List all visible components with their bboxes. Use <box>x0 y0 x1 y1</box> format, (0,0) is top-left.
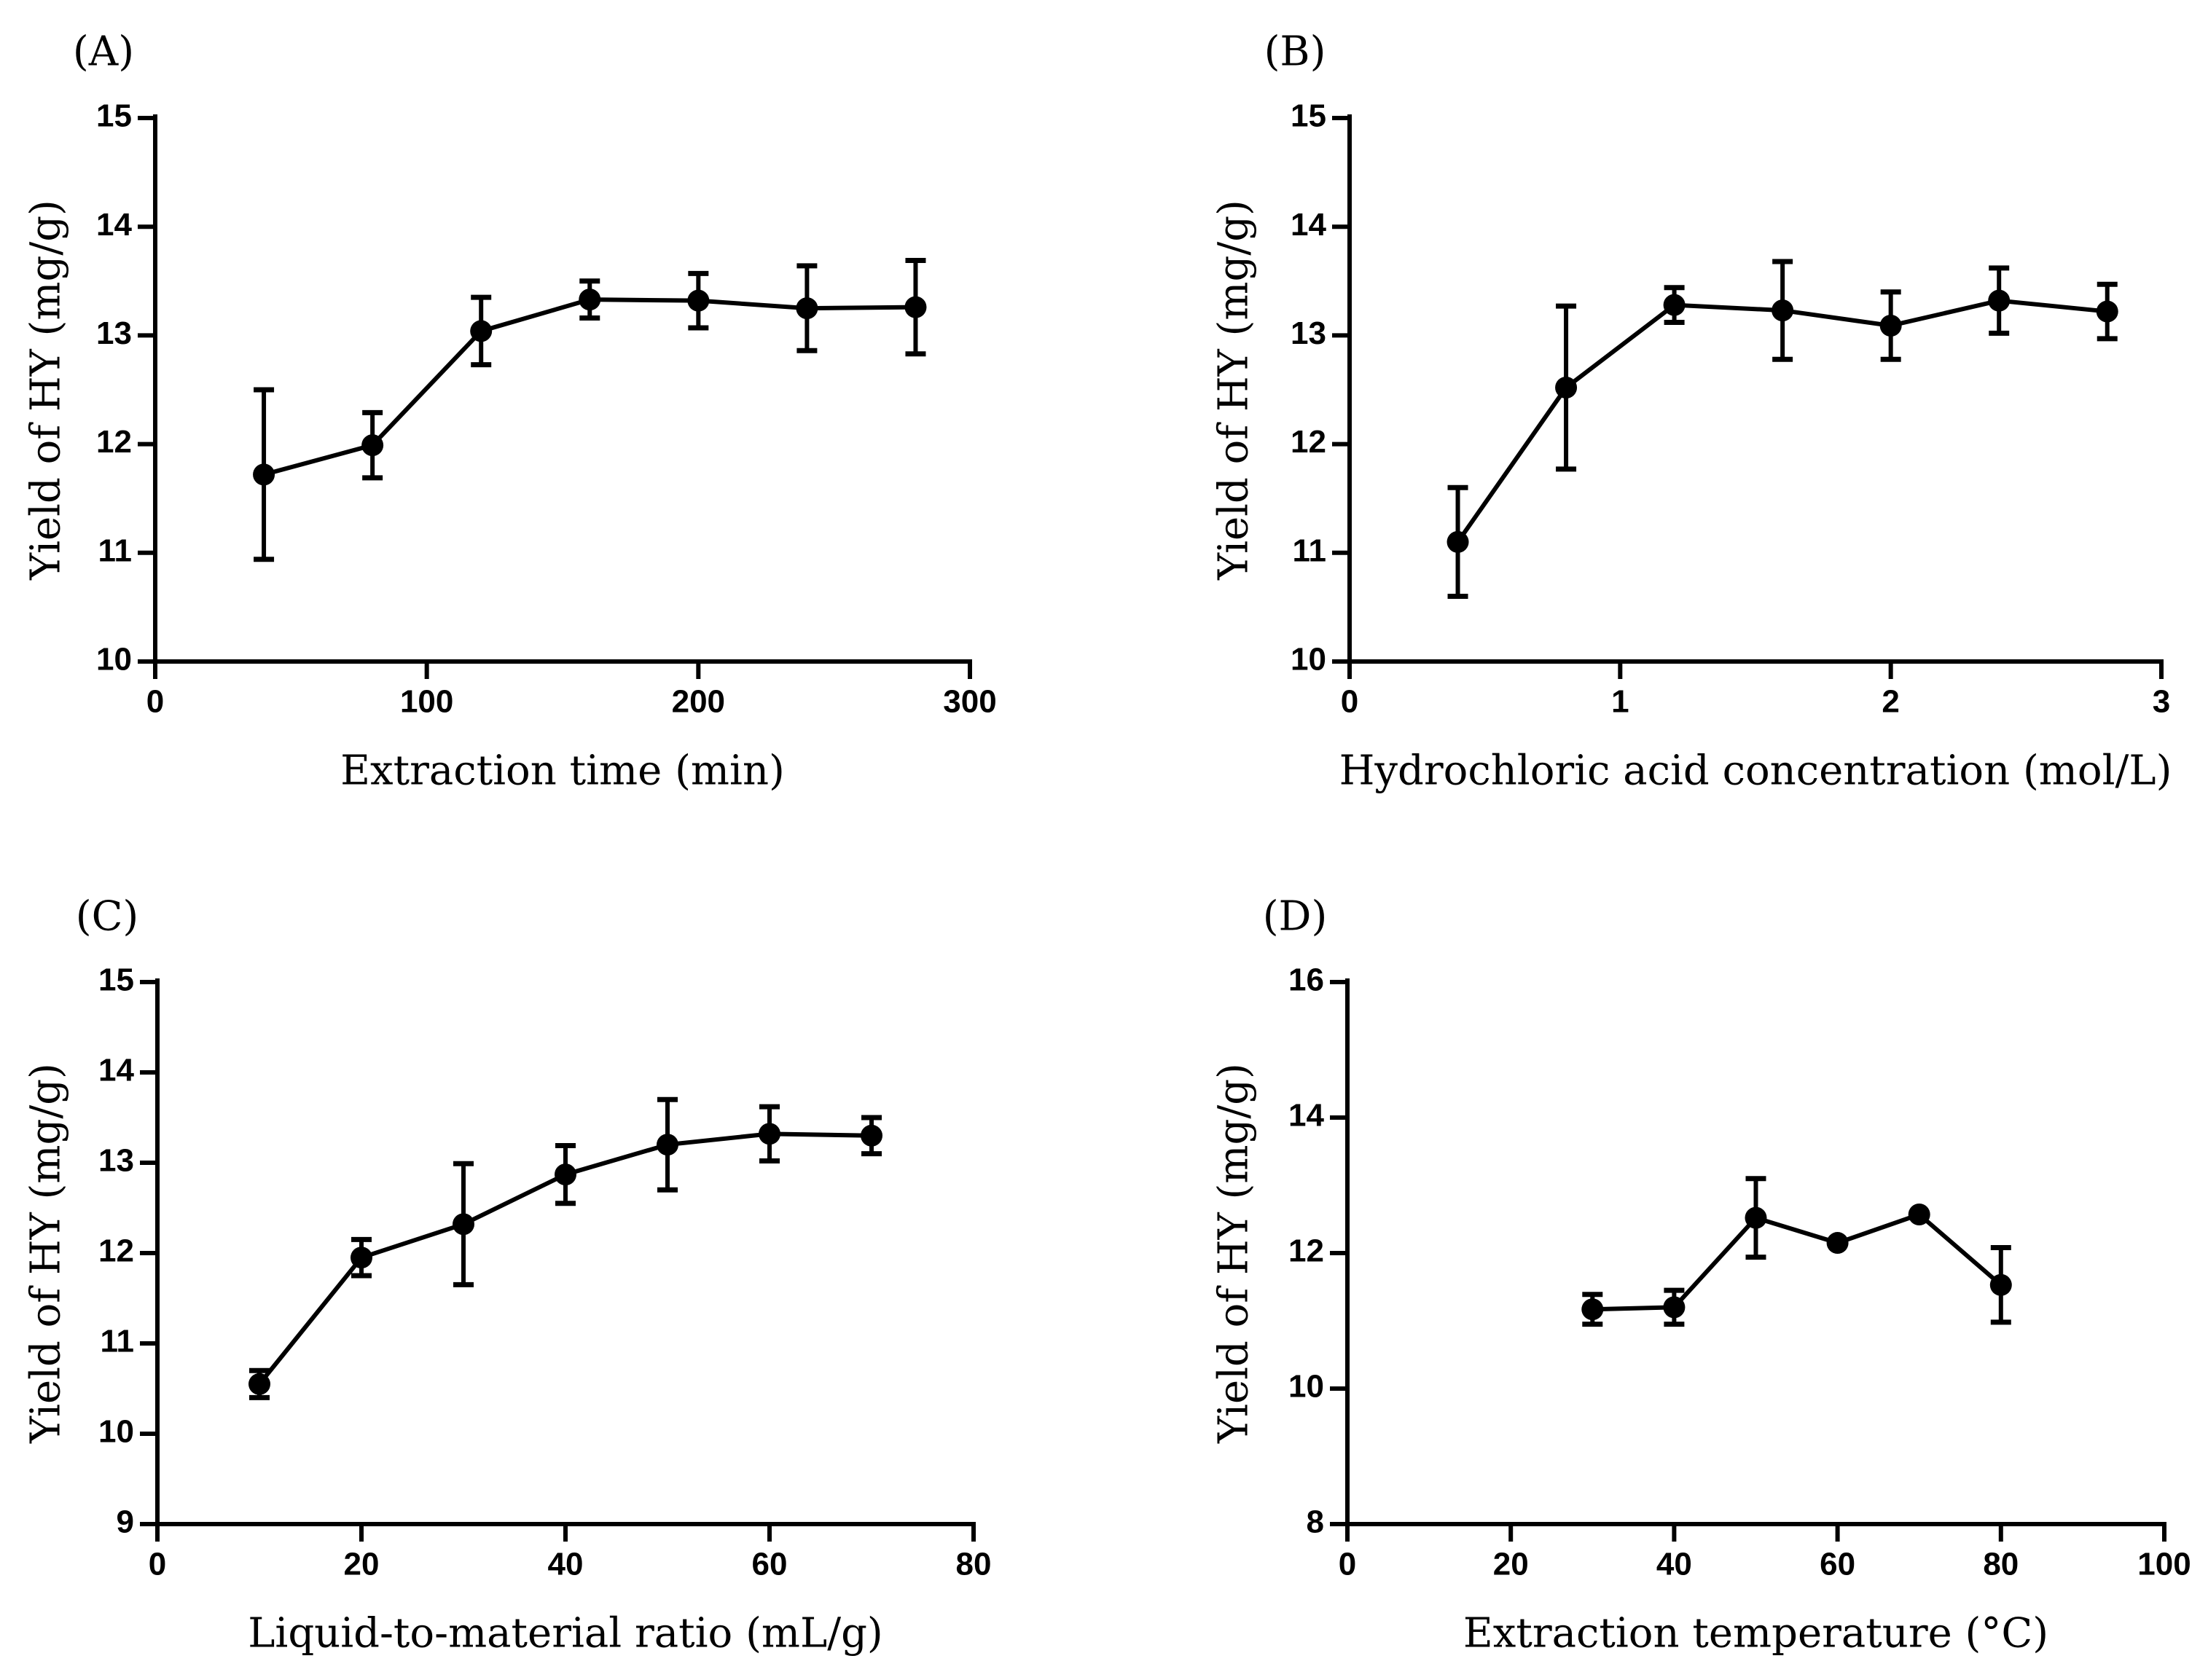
y-tick-label: 16 <box>1288 962 1324 998</box>
y-tick-label: 12 <box>1291 424 1326 460</box>
data-point <box>759 1123 780 1145</box>
y-tick-label: 12 <box>98 1233 134 1269</box>
data-point <box>1663 294 1686 316</box>
y-tick-label: 13 <box>98 1143 134 1179</box>
data-point <box>1988 289 2011 312</box>
x-axis-label: Hydrochloric acid concentration (mol/L) <box>1339 747 2172 795</box>
panel-a: (A) 10 11 12 13 14 15 0 100 200 300 Extraction time… <box>23 28 997 795</box>
y-axis-label: Yield of HY (mg/g) <box>23 200 70 581</box>
series-line <box>1592 1212 2003 1312</box>
x-tick-label: 20 <box>344 1547 380 1582</box>
data-point <box>687 289 710 312</box>
y-tick-label: 10 <box>1288 1369 1324 1405</box>
data-point <box>796 297 818 320</box>
x-tick-label: 80 <box>1983 1547 2019 1582</box>
data-point <box>1447 530 1469 553</box>
y-tick-label: 13 <box>96 315 132 351</box>
x-tick-label: 100 <box>400 684 453 720</box>
x-tick-label: 60 <box>752 1547 788 1582</box>
y-tick-label: 12 <box>1288 1233 1324 1269</box>
y-tick-label: 13 <box>1291 315 1326 351</box>
x-tick-label: 0 <box>1339 1547 1356 1582</box>
y-tick-label: 11 <box>1292 533 1326 568</box>
data-point <box>2096 300 2118 323</box>
data-point <box>1663 1296 1686 1319</box>
data-point <box>904 296 927 318</box>
x-tick-label: 0 <box>149 1547 166 1582</box>
x-axis-label: Liquid-to-material ratio (mL/g) <box>248 1610 883 1657</box>
x-tick-label: 100 <box>2137 1547 2191 1582</box>
y-axis-label: Yield of HY (mg/g) <box>1210 200 1258 581</box>
y-tick-label: 15 <box>98 962 134 998</box>
data-point <box>361 434 384 457</box>
y-tick-label: 12 <box>96 424 132 460</box>
y-tick-label: 8 <box>1307 1504 1324 1540</box>
x-tick-label: 0 <box>1341 684 1358 720</box>
x-tick-label: 40 <box>548 1547 584 1582</box>
panel-d: (D) 8 10 12 14 16 0 20 40 60 80 100 Extraction tempe… <box>1210 893 2191 1657</box>
y-tick-label: 11 <box>100 1324 134 1359</box>
data-point <box>1908 1203 1930 1225</box>
panel-label: (C) <box>76 893 139 941</box>
x-tick-label: 20 <box>1493 1547 1529 1582</box>
y-tick-label: 10 <box>1291 642 1326 678</box>
x-axis-label: Extraction time (min) <box>340 747 785 795</box>
data-point <box>1879 314 1902 337</box>
y-tick-label: 10 <box>98 1414 134 1450</box>
y-tick-label: 15 <box>96 98 132 134</box>
y-tick-label: 10 <box>96 642 132 678</box>
data-point <box>555 1163 576 1186</box>
y-tick-label: 11 <box>98 533 132 568</box>
y-tick-label: 14 <box>1288 1098 1324 1134</box>
panel-label: (B) <box>1264 28 1326 76</box>
data-point <box>657 1134 678 1156</box>
data-point <box>1826 1232 1849 1255</box>
data-point <box>248 1373 270 1395</box>
x-tick-label: 80 <box>956 1547 992 1582</box>
x-tick-label: 200 <box>672 684 725 720</box>
data-point <box>1555 377 1578 399</box>
y-tick-label: 14 <box>98 1053 134 1088</box>
x-tick-label: 300 <box>943 684 996 720</box>
x-tick-label: 1 <box>1611 684 1629 720</box>
data-point <box>470 320 493 342</box>
data-point <box>579 288 601 311</box>
data-point <box>351 1247 372 1269</box>
data-point <box>253 463 275 486</box>
x-tick-label: 0 <box>146 684 164 720</box>
panel-c: (C) 9 10 11 12 13 14 15 0 20 40 60 80 Liquid-to-mater… <box>23 893 992 1657</box>
data-point <box>453 1213 474 1236</box>
x-tick-label: 2 <box>1882 684 1899 720</box>
y-axis-label: Yield of HY (mg/g) <box>23 1063 70 1444</box>
panel-label: (D) <box>1263 893 1328 941</box>
y-tick-label: 14 <box>1291 207 1326 243</box>
x-tick-label: 40 <box>1656 1547 1692 1582</box>
x-tick-label: 3 <box>2153 684 2170 720</box>
x-tick-label: 60 <box>1820 1547 1855 1582</box>
data-point <box>1745 1206 1767 1229</box>
series-line <box>263 297 916 477</box>
y-axis-label: Yield of HY (mg/g) <box>1210 1063 1258 1444</box>
x-axis-label: Extraction temperature (°C) <box>1463 1610 2048 1657</box>
panel-label: (A) <box>73 28 134 76</box>
data-point <box>861 1124 882 1147</box>
data-point <box>1772 299 1794 322</box>
y-tick-label: 9 <box>117 1504 134 1540</box>
y-tick-label: 14 <box>96 207 132 243</box>
data-point <box>1581 1298 1604 1321</box>
y-tick-label: 15 <box>1291 98 1326 134</box>
data-point <box>1989 1273 2012 1296</box>
